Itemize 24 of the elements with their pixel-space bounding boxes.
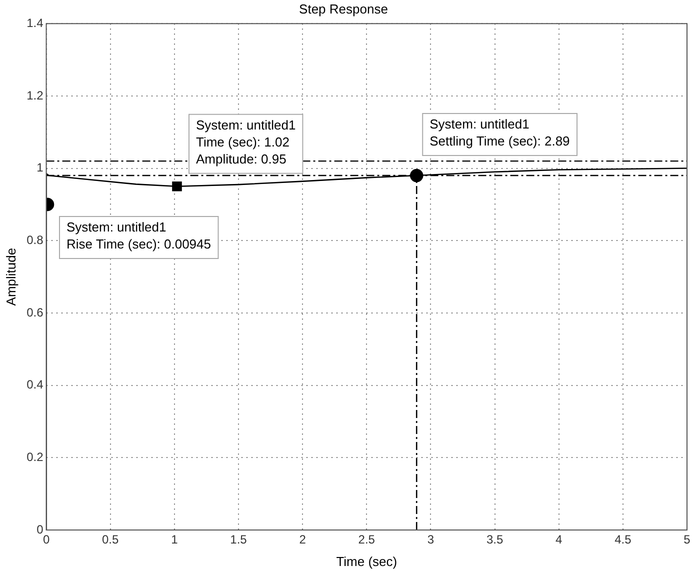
x-tick-label: 3.5 [486,532,504,547]
y-tick-label: 0.2 [26,450,44,464]
y-tick-label: 1 [36,160,44,175]
annotation: System: untitled1 Settling Time (sec): 2.89 [430,116,570,149]
x-tick-label: 5 [684,532,691,547]
x-tick-label: 2.5 [358,532,376,547]
x-tick-label: 0.5 [102,532,120,547]
chart-title: Step Response [299,1,388,16]
x-tick-label: 1 [171,532,178,547]
x-axis-title: Time (sec) [336,554,398,569]
x-tick-label: 3 [427,532,434,547]
annotation: System: untitled1 Time (sec): 1.02 Amplitude: 0.95 [196,117,296,166]
y-tick-label: 1.4 [26,16,44,30]
y-tick-label: 0.4 [26,378,44,392]
y-tick-label: 1.2 [26,88,44,102]
x-tick-label: 4 [556,532,563,547]
x-tick-label: 4.5 [614,532,632,547]
annotation: System: untitled1 Rise Time (sec): 0.00945 [66,220,212,252]
x-tick-label: 2 [299,532,306,547]
y-tick-label: 0 [36,522,44,536]
y-tick-label: 0.8 [26,232,44,247]
x-tick-label: 1.5 [230,532,248,547]
y-axis-title: Amplitude [3,248,18,306]
y-tick-label: 0.6 [26,305,44,320]
